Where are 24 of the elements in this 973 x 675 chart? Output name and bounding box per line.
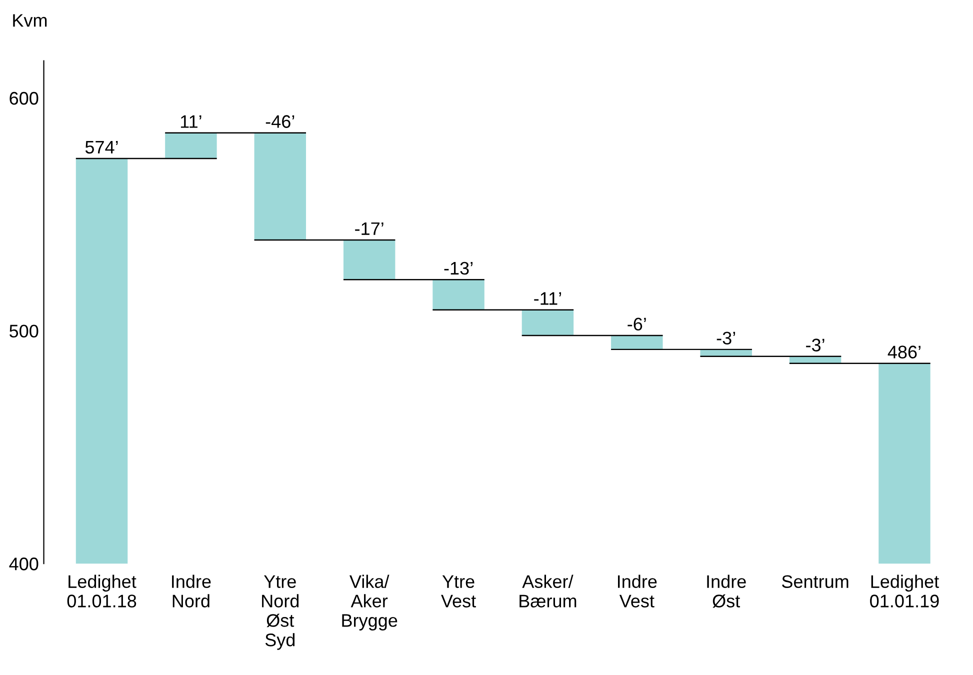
data-label: -46’ bbox=[266, 115, 294, 128]
data-label: 574’ bbox=[85, 140, 118, 154]
x-tick-label: Ledighet 01.01.19 bbox=[870, 574, 939, 608]
y-tick-label: 600 bbox=[10, 92, 38, 105]
data-label: 486’ bbox=[888, 346, 920, 358]
x-tick-label: Vika/ Aker Brygge bbox=[342, 574, 398, 630]
data-label: -13’ bbox=[444, 262, 472, 275]
x-tick-label: Indre Nord bbox=[172, 574, 211, 608]
data-label: -3’ bbox=[806, 338, 824, 352]
x-tick-label: Indre Øst bbox=[707, 574, 746, 608]
x-tick-label: Ledighet 01.01.18 bbox=[67, 574, 136, 608]
x-tick-label: Asker/ Bærum bbox=[520, 574, 576, 608]
x-tick-label: Ytre Nord Øst Syd bbox=[262, 575, 299, 650]
data-label: -6’ bbox=[628, 318, 646, 331]
y-tick-label: 400 bbox=[9, 558, 38, 570]
data-label: -17’ bbox=[355, 222, 384, 235]
data-label: 11’ bbox=[180, 115, 202, 128]
x-tick-label: Indre Vest bbox=[618, 574, 657, 608]
data-label: -3’ bbox=[716, 332, 736, 344]
x-tick-label: Ytre Vest bbox=[441, 575, 476, 608]
y-tick-label: 500 bbox=[10, 324, 38, 338]
x-tick-label: Sentrum bbox=[782, 575, 848, 588]
data-label: -11’ bbox=[534, 292, 561, 305]
y-axis-title: Kvm bbox=[13, 14, 47, 27]
